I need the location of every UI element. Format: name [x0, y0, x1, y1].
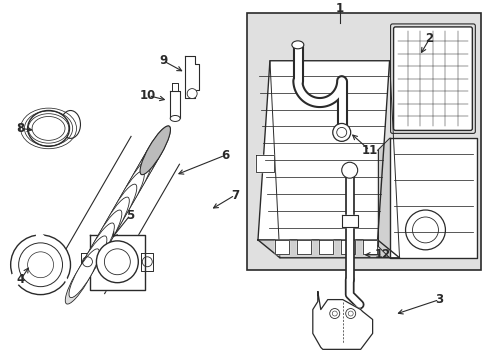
Polygon shape	[362, 240, 376, 254]
Polygon shape	[318, 240, 332, 254]
Ellipse shape	[170, 116, 180, 121]
Polygon shape	[9, 272, 25, 285]
Polygon shape	[172, 83, 178, 91]
Polygon shape	[341, 215, 357, 227]
Ellipse shape	[76, 236, 107, 285]
Ellipse shape	[106, 184, 137, 233]
Text: 2: 2	[425, 32, 433, 45]
Ellipse shape	[65, 255, 96, 304]
Circle shape	[341, 162, 357, 178]
Ellipse shape	[84, 223, 114, 272]
Polygon shape	[185, 56, 199, 98]
Text: 7: 7	[230, 189, 239, 202]
Polygon shape	[296, 240, 310, 254]
Circle shape	[329, 309, 339, 319]
Circle shape	[11, 235, 70, 294]
Polygon shape	[258, 61, 389, 240]
Circle shape	[345, 309, 355, 319]
Ellipse shape	[73, 242, 103, 291]
Ellipse shape	[118, 165, 148, 213]
Ellipse shape	[128, 145, 159, 194]
Polygon shape	[37, 229, 44, 247]
Polygon shape	[56, 272, 72, 285]
FancyBboxPatch shape	[393, 27, 471, 130]
Ellipse shape	[114, 171, 144, 220]
Ellipse shape	[110, 178, 140, 226]
Circle shape	[332, 123, 350, 141]
Ellipse shape	[132, 139, 163, 188]
Text: 5: 5	[126, 208, 134, 221]
Text: 6: 6	[221, 149, 229, 162]
Bar	[246, 13, 480, 270]
Ellipse shape	[291, 41, 303, 49]
Polygon shape	[255, 155, 273, 172]
Circle shape	[96, 241, 138, 283]
Ellipse shape	[27, 111, 69, 146]
Ellipse shape	[140, 126, 170, 175]
Ellipse shape	[80, 229, 110, 278]
Polygon shape	[170, 91, 180, 118]
Ellipse shape	[91, 210, 122, 259]
Ellipse shape	[136, 132, 166, 181]
Ellipse shape	[61, 111, 81, 138]
Polygon shape	[389, 138, 476, 258]
Polygon shape	[377, 138, 389, 258]
Text: 10: 10	[140, 89, 156, 102]
Polygon shape	[312, 292, 372, 349]
Text: 1: 1	[335, 3, 343, 15]
Text: 9: 9	[159, 54, 167, 67]
Polygon shape	[81, 253, 93, 271]
Text: 11: 11	[361, 144, 377, 157]
Ellipse shape	[121, 158, 151, 207]
Polygon shape	[141, 253, 153, 271]
Circle shape	[187, 89, 197, 99]
Text: 3: 3	[434, 293, 443, 306]
Text: 8: 8	[17, 122, 25, 135]
Ellipse shape	[102, 190, 133, 239]
Ellipse shape	[87, 216, 118, 265]
Ellipse shape	[99, 197, 129, 246]
Polygon shape	[90, 235, 145, 290]
Polygon shape	[274, 240, 288, 254]
Ellipse shape	[125, 152, 155, 201]
Text: 4: 4	[17, 273, 25, 286]
Ellipse shape	[95, 203, 125, 252]
Ellipse shape	[140, 126, 170, 175]
Ellipse shape	[69, 249, 99, 298]
Text: 12: 12	[374, 248, 390, 261]
Polygon shape	[340, 240, 354, 254]
Polygon shape	[258, 240, 399, 258]
Circle shape	[405, 210, 445, 250]
